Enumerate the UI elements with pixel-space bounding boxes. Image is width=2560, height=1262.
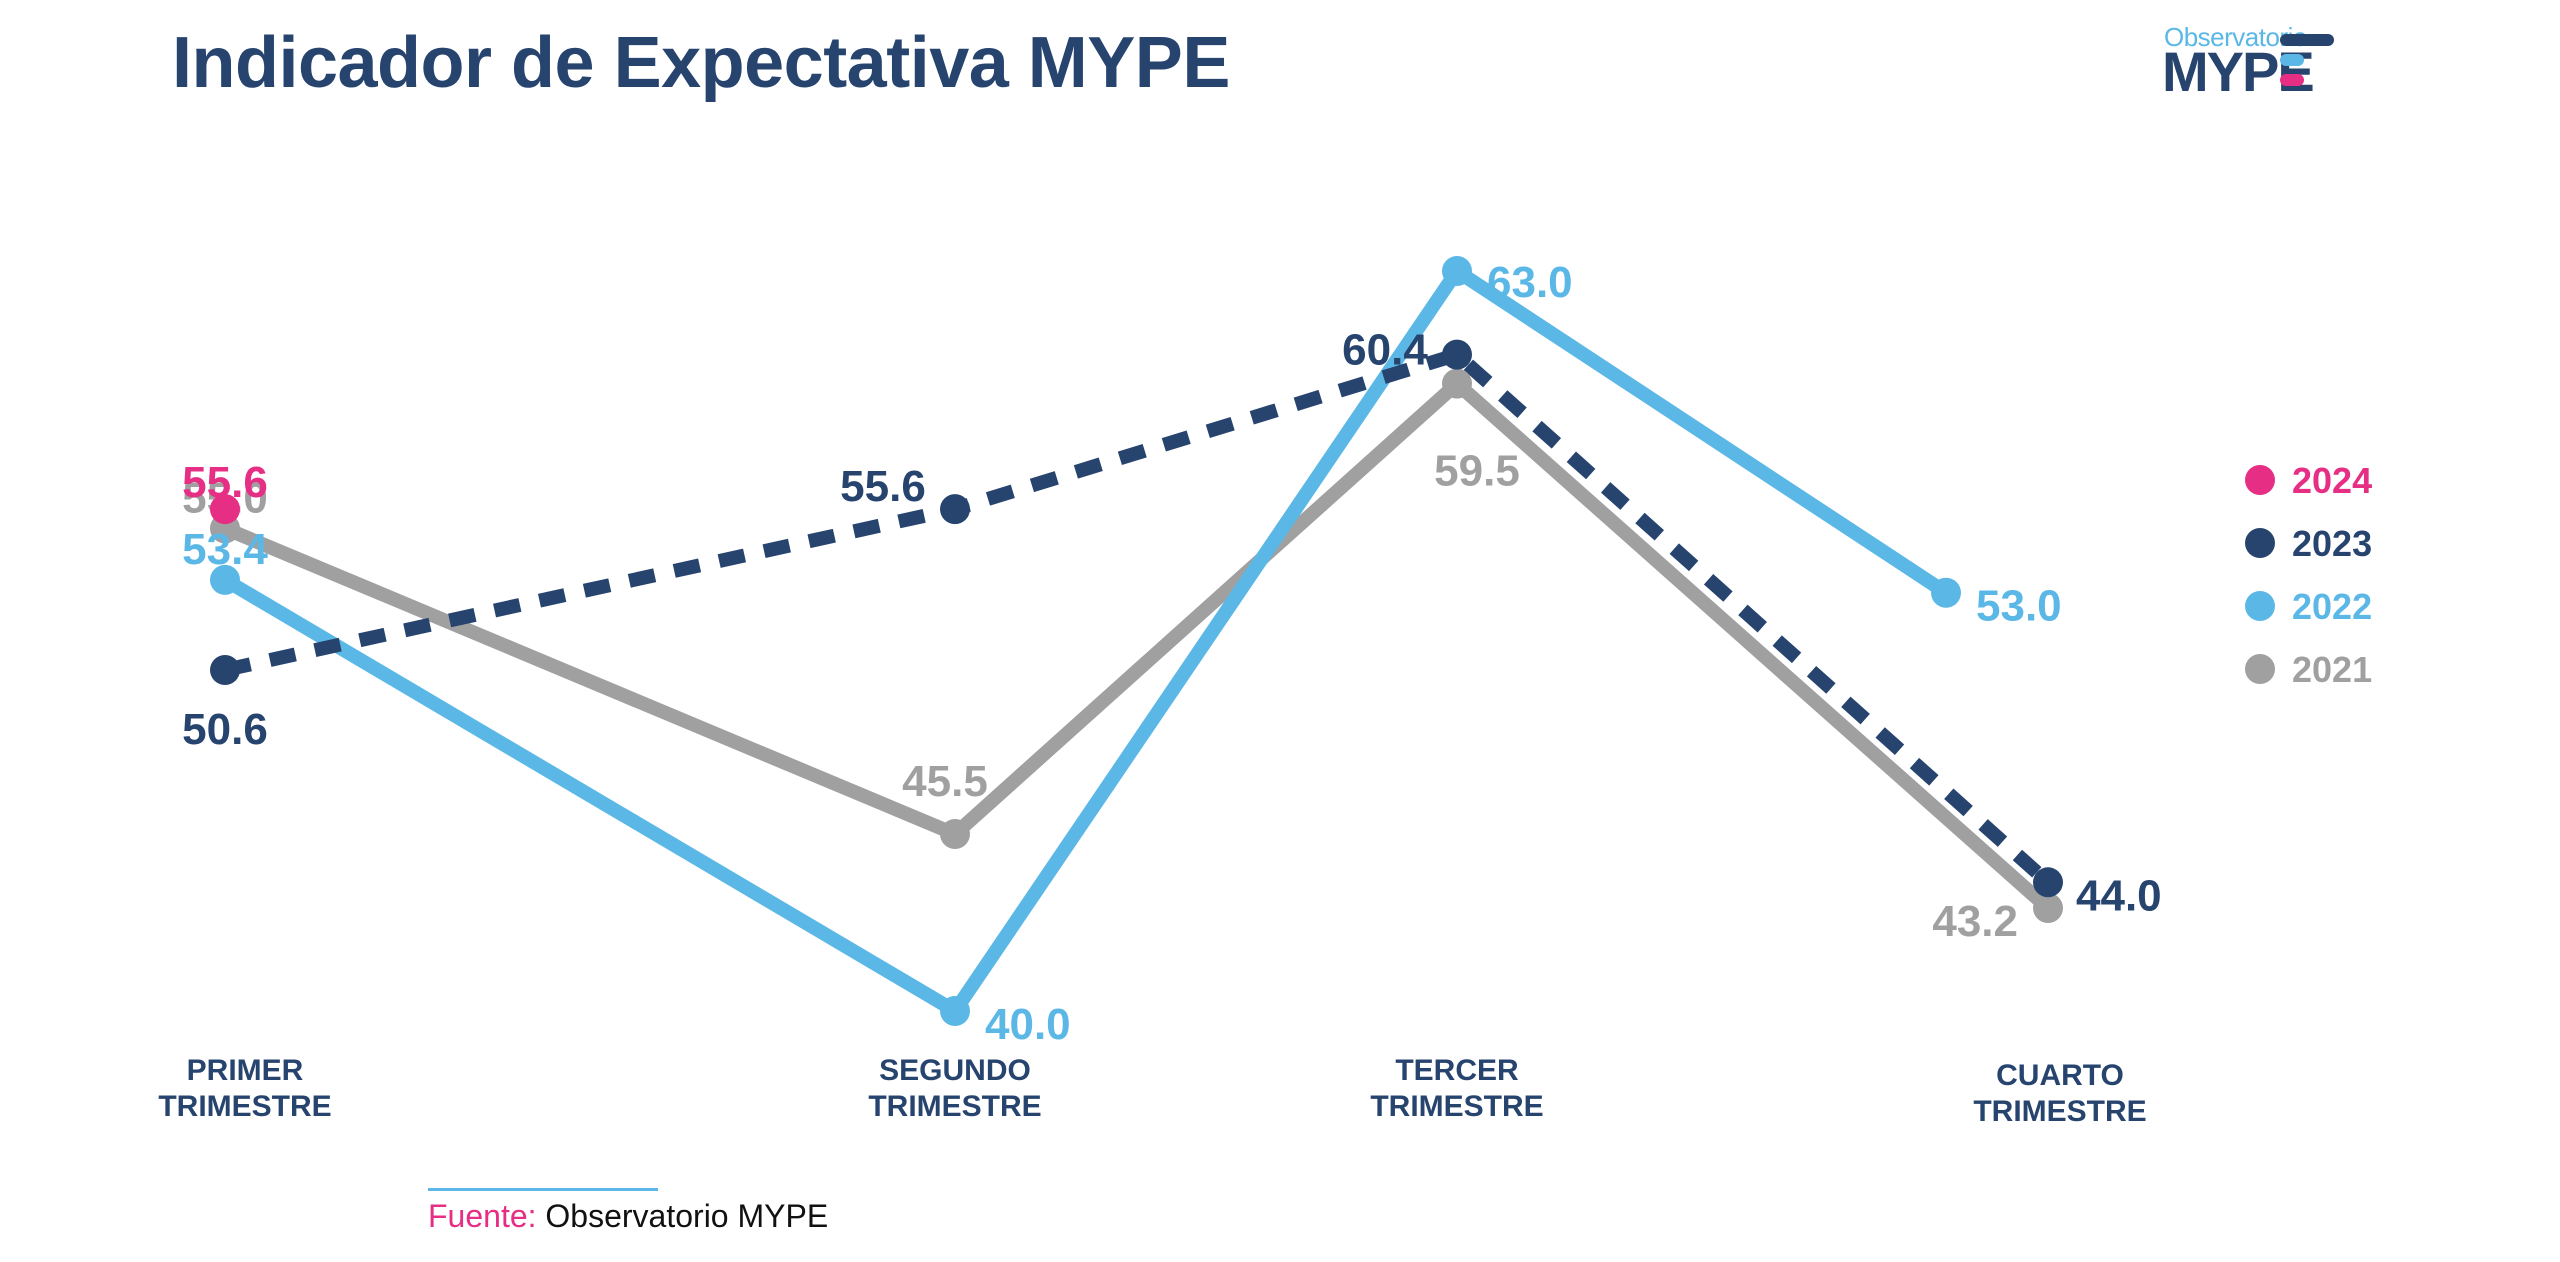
data-point-2021-q4 — [2033, 893, 2063, 924]
legend-label-2024: 2024 — [2292, 460, 2372, 501]
data-point-2022-q3 — [1442, 256, 1472, 286]
legend-marker-2021 — [2245, 654, 2275, 684]
data-label-2021-q4: 43.2 — [1932, 897, 2018, 946]
data-label-2024-q1: 55.6 — [182, 458, 268, 507]
series-line-2021 — [222, 376, 2053, 914]
legend-label-2022: 2022 — [2292, 586, 2372, 627]
data-point-2022-q2 — [940, 996, 970, 1026]
data-label-2021-q3: 59.5 — [1434, 447, 1520, 496]
chart-title: Indicador de Expectativa MYPE — [172, 23, 1230, 103]
legend-label-2021: 2021 — [2292, 649, 2372, 690]
data-label-2023-q3: 60.4 — [1342, 326, 1428, 375]
data-point-2022-q1 — [210, 564, 240, 595]
data-point-2021-q2 — [940, 819, 970, 850]
source-note: Fuente: Observatorio MYPE — [428, 1198, 828, 1235]
observatorio-mype-logo: Observatorio MYPE — [2162, 22, 2384, 103]
x-tick-label: TRIMESTRE — [868, 1090, 1041, 1123]
logo-text-mype: MYPE — [2162, 40, 2315, 103]
series-line-2022 — [221, 264, 1950, 1018]
data-point-2023-q3 — [1442, 339, 1472, 370]
data-point-2024-q1 — [210, 494, 240, 525]
data-label-2021-q2: 45.5 — [902, 757, 988, 806]
legend-marker-2023 — [2245, 528, 2275, 558]
data-point-2023-q4 — [2033, 867, 2063, 898]
x-tick-label: CUARTO — [1996, 1059, 2124, 1092]
data-label-2022-q1: 53.4 — [182, 525, 268, 574]
series-line-2023 — [223, 347, 2053, 888]
x-tick-label: TRIMESTRE — [1370, 1090, 1543, 1123]
data-label-2022-q4: 53.0 — [1976, 582, 2062, 631]
logo-bar-blue — [2280, 54, 2304, 66]
data-point-2023-q2 — [940, 494, 970, 525]
legend-marker-2022 — [2245, 591, 2275, 621]
data-label-2023-q1: 50.6 — [182, 705, 268, 754]
data-label-2022-q2: 40.0 — [985, 1000, 1071, 1049]
logo-bar-pink — [2280, 74, 2304, 86]
x-tick-label: TRIMESTRE — [158, 1090, 331, 1123]
data-label-2022-q3: 63.0 — [1487, 258, 1573, 307]
logo-bar-navy — [2280, 34, 2334, 46]
source-value: Observatorio MYPE — [536, 1198, 829, 1234]
data-point-2021-q3 — [1442, 368, 1472, 399]
data-point-2023-q1 — [210, 654, 240, 685]
source-label: Fuente: — [428, 1198, 537, 1234]
x-tick-label: SEGUNDO — [879, 1054, 1031, 1087]
legend-marker-2024 — [2245, 465, 2275, 495]
legend-label-2023: 2023 — [2292, 523, 2372, 564]
footer-divider — [428, 1188, 658, 1191]
x-tick-label: PRIMER — [187, 1054, 304, 1087]
data-point-2022-q4 — [1931, 577, 1961, 608]
data-label-2023-q4: 44.0 — [2076, 871, 2162, 920]
data-label-2023-q2: 55.6 — [840, 462, 926, 511]
x-tick-label: TRIMESTRE — [1973, 1095, 2146, 1128]
x-tick-label: TERCER — [1395, 1054, 1519, 1087]
